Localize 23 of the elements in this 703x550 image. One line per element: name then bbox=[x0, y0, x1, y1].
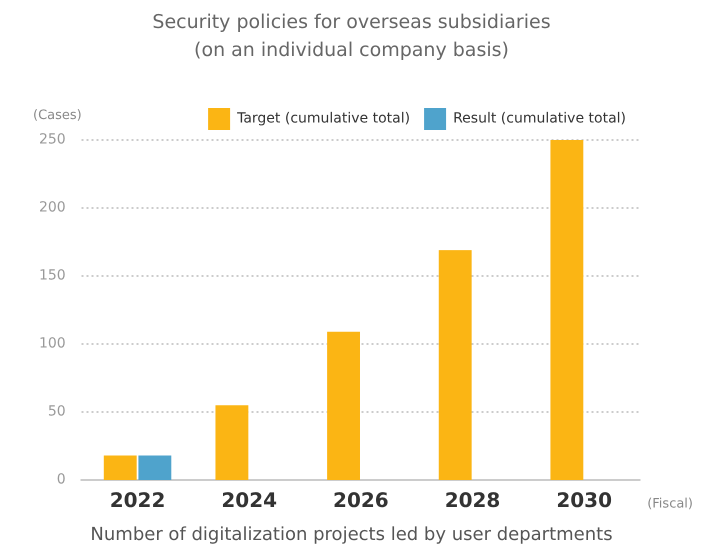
y-tick-label: 0 bbox=[56, 472, 66, 488]
x-tick-label: 2028 bbox=[444, 488, 500, 512]
x-tick-label: 2026 bbox=[333, 488, 389, 512]
bar bbox=[550, 140, 584, 480]
y-tick-label: 100 bbox=[38, 336, 66, 352]
x-tick-label: 2022 bbox=[110, 488, 166, 512]
x-axis-title: (Fiscal) bbox=[647, 496, 693, 512]
y-tick-label: 250 bbox=[38, 132, 66, 148]
y-tick-label: 50 bbox=[48, 404, 66, 420]
bar bbox=[327, 332, 360, 480]
bar bbox=[104, 456, 137, 480]
legend-label: Target (cumulative total) bbox=[236, 110, 410, 127]
x-tick-label: 2030 bbox=[556, 488, 612, 512]
bar bbox=[215, 405, 248, 480]
x-tick-label: 2024 bbox=[221, 488, 278, 512]
bar bbox=[138, 456, 172, 480]
text: Number of digitalization projects led by user departments bbox=[89, 524, 614, 545]
bar bbox=[438, 250, 472, 480]
chart-title: Security policies for overseas subsidiaries (on an individual company basis) bbox=[151, 10, 552, 63]
legend-label: Result (cumulative total) bbox=[453, 110, 626, 127]
y-axis-title: (Cases) bbox=[33, 108, 82, 123]
y-tick-label: 200 bbox=[38, 200, 66, 216]
y-tick-label: 150 bbox=[38, 268, 66, 284]
